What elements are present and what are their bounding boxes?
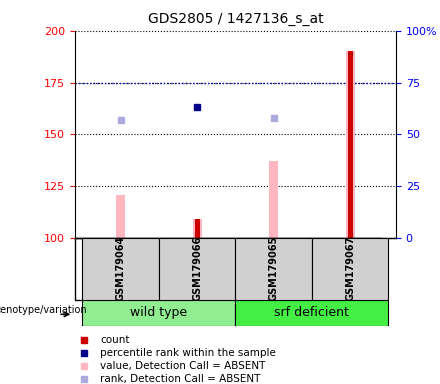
Text: GSM179066: GSM179066: [192, 236, 202, 301]
Bar: [116, 195, 125, 238]
Text: rank, Detection Call = ABSENT: rank, Detection Call = ABSENT: [100, 374, 261, 384]
Bar: [82, 300, 235, 326]
Text: genotype/variation: genotype/variation: [0, 305, 88, 315]
Bar: [312, 238, 389, 300]
Text: srf deficient: srf deficient: [275, 306, 349, 319]
Bar: [193, 219, 202, 238]
Text: percentile rank within the sample: percentile rank within the sample: [100, 348, 276, 358]
Bar: [269, 161, 278, 238]
Bar: [348, 51, 352, 238]
Bar: [159, 238, 235, 300]
Text: wild type: wild type: [130, 306, 187, 319]
Bar: [194, 219, 200, 238]
Text: count: count: [100, 335, 130, 345]
Bar: [345, 51, 355, 238]
Text: value, Detection Call = ABSENT: value, Detection Call = ABSENT: [100, 361, 266, 371]
Title: GDS2805 / 1427136_s_at: GDS2805 / 1427136_s_at: [147, 12, 323, 25]
Text: GSM179065: GSM179065: [269, 236, 279, 301]
Text: GSM179067: GSM179067: [345, 236, 355, 301]
Text: GSM179064: GSM179064: [116, 236, 126, 301]
Bar: [235, 238, 312, 300]
Bar: [235, 300, 389, 326]
Bar: [82, 238, 159, 300]
